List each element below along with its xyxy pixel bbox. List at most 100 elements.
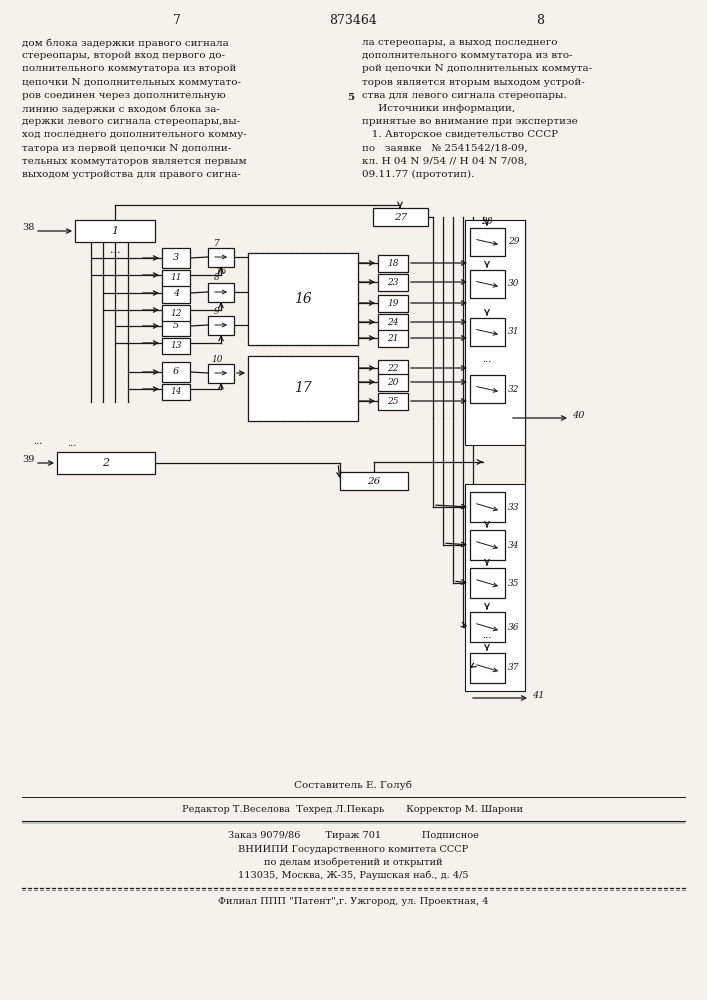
Text: 24: 24 — [387, 318, 399, 327]
Text: 39: 39 — [22, 456, 35, 464]
Text: 5: 5 — [347, 93, 354, 102]
Bar — [208, 283, 234, 302]
Text: ...: ... — [33, 438, 42, 446]
Bar — [378, 374, 408, 391]
Bar — [470, 318, 505, 346]
Text: 2: 2 — [103, 458, 110, 468]
Bar — [162, 270, 190, 286]
Text: 16: 16 — [294, 292, 312, 306]
Text: ...: ... — [110, 245, 120, 255]
Text: 35: 35 — [508, 578, 520, 587]
Bar — [248, 253, 358, 345]
Text: 37: 37 — [508, 664, 520, 672]
Text: 26: 26 — [368, 477, 380, 486]
Text: 873464: 873464 — [329, 13, 377, 26]
Text: 28: 28 — [481, 218, 493, 227]
Text: 4: 4 — [173, 288, 179, 298]
Text: 40: 40 — [572, 412, 585, 420]
Text: 13: 13 — [170, 342, 182, 351]
Bar — [75, 220, 155, 242]
Bar — [470, 270, 505, 298]
Text: 41: 41 — [532, 692, 544, 700]
Text: ...: ... — [67, 440, 76, 448]
Bar — [208, 364, 234, 383]
Text: линию задержки с входом блока за-: линию задержки с входом блока за- — [22, 104, 220, 113]
Bar — [470, 492, 505, 522]
Text: 12: 12 — [170, 308, 182, 318]
Text: 22: 22 — [387, 364, 399, 373]
Bar — [248, 356, 358, 421]
Text: 38: 38 — [22, 224, 35, 232]
Text: 15: 15 — [215, 266, 227, 275]
Text: ВНИИПИ Государственного комитета СССР: ВНИИПИ Государственного комитета СССР — [238, 844, 468, 854]
Bar — [378, 314, 408, 331]
Text: 34: 34 — [508, 540, 520, 550]
Text: по   заявке   № 2541542/18-09,: по заявке № 2541542/18-09, — [362, 144, 527, 153]
Bar — [57, 452, 155, 474]
Text: ...: ... — [482, 356, 491, 364]
Text: 30: 30 — [508, 279, 520, 288]
Text: ров соединен через дополнительную: ров соединен через дополнительную — [22, 91, 226, 100]
Text: 11: 11 — [170, 273, 182, 282]
Text: Составитель Е. Голуб: Составитель Е. Голуб — [294, 780, 412, 790]
Text: Филиал ППП "Патент",г. Ужгород, ул. Проектная, 4: Филиал ППП "Патент",г. Ужгород, ул. Прое… — [218, 898, 489, 906]
Text: стереопары, второй вход первого до-: стереопары, второй вход первого до- — [22, 51, 225, 60]
Bar — [470, 612, 505, 642]
Text: ...: ... — [482, 631, 491, 640]
Text: 9: 9 — [214, 306, 220, 316]
Bar — [162, 384, 190, 400]
Text: ла стереопары, а выход последнего: ла стереопары, а выход последнего — [362, 38, 558, 47]
Text: ства для левого сигнала стереопары.: ства для левого сигнала стереопары. — [362, 91, 566, 100]
Bar — [465, 220, 525, 445]
Text: по делам изобретений и открытий: по делам изобретений и открытий — [264, 857, 443, 867]
Bar — [162, 248, 190, 268]
Text: 23: 23 — [387, 278, 399, 287]
Text: 25: 25 — [387, 397, 399, 406]
Text: 113035, Москва, Ж-35, Раушская наб., д. 4/5: 113035, Москва, Ж-35, Раушская наб., д. … — [238, 870, 468, 880]
Bar — [248, 356, 358, 421]
Text: татора из первой цепочки N дополни-: татора из первой цепочки N дополни- — [22, 144, 231, 153]
Text: дополнительного коммутатора из вто-: дополнительного коммутатора из вто- — [362, 51, 573, 60]
Bar — [470, 653, 505, 683]
Text: 27: 27 — [394, 213, 407, 222]
Text: Источники информации,: Источники информации, — [362, 104, 515, 113]
Text: 14: 14 — [170, 387, 182, 396]
Bar — [470, 228, 505, 256]
Text: 5: 5 — [173, 322, 179, 330]
Text: держки левого сигнала стереопары,вы-: держки левого сигнала стереопары,вы- — [22, 117, 240, 126]
Text: кл. Н 04 N 9/54 // Н 04 N 7/08,: кл. Н 04 N 9/54 // Н 04 N 7/08, — [362, 157, 527, 166]
Bar — [465, 484, 525, 691]
Text: полнительного коммутатора из второй: полнительного коммутатора из второй — [22, 64, 236, 73]
Text: 8: 8 — [214, 273, 220, 282]
Text: 17: 17 — [294, 381, 312, 395]
Bar — [373, 208, 428, 226]
Text: 20: 20 — [387, 378, 399, 387]
Text: дом блока задержки правого сигнала: дом блока задержки правого сигнала — [22, 38, 229, 47]
Text: 18: 18 — [387, 259, 399, 268]
Text: Заказ 9079/86        Тираж 701             Подписное: Заказ 9079/86 Тираж 701 Подписное — [228, 830, 479, 840]
Text: 10: 10 — [211, 355, 223, 363]
Bar — [378, 255, 408, 272]
Bar — [162, 362, 190, 382]
Bar — [378, 295, 408, 312]
Bar — [208, 316, 234, 335]
Text: цепочки N дополнительных коммутато-: цепочки N дополнительных коммутато- — [22, 78, 241, 87]
Bar — [378, 274, 408, 291]
Text: Редактор Т.Веселова  Техред Л.Пекарь       Корректор М. Шарони: Редактор Т.Веселова Техред Л.Пекарь Корр… — [182, 804, 523, 814]
Bar — [378, 360, 408, 377]
Text: 19: 19 — [387, 299, 399, 308]
Bar — [340, 472, 408, 490]
Bar — [162, 283, 190, 303]
Bar — [208, 248, 234, 267]
Text: 36: 36 — [508, 622, 520, 632]
Text: 32: 32 — [508, 384, 520, 393]
Text: 1: 1 — [112, 226, 119, 236]
Text: 33: 33 — [508, 502, 520, 512]
Text: ход последнего дополнительного комму-: ход последнего дополнительного комму- — [22, 130, 247, 139]
Text: 09.11.77 (прототип).: 09.11.77 (прототип). — [362, 170, 474, 179]
Bar — [470, 375, 505, 403]
Text: 31: 31 — [508, 328, 520, 336]
Bar — [378, 393, 408, 410]
Text: 7: 7 — [214, 238, 220, 247]
Bar — [162, 338, 190, 354]
